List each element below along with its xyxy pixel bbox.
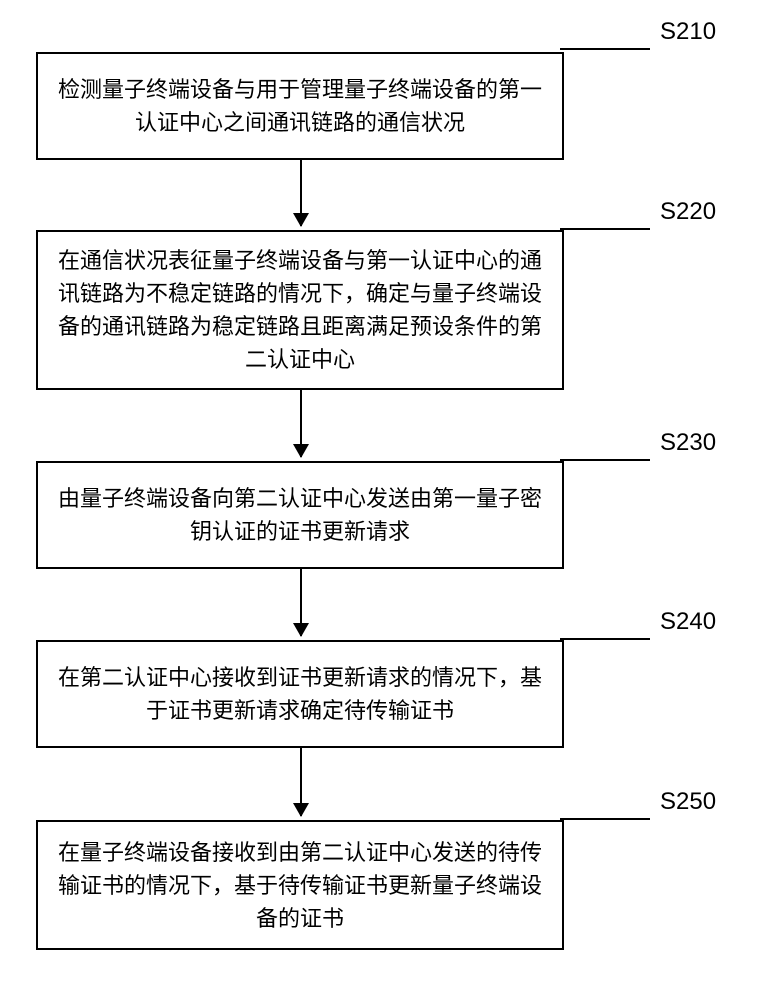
- step-label-s250: S250: [660, 788, 716, 816]
- label-connector: [560, 48, 650, 50]
- flow-node-s210: 检测量子终端设备与用于管理量子终端设备的第一认证中心之间通讯链路的通信状况: [36, 52, 564, 160]
- flow-node-s240: 在第二认证中心接收到证书更新请求的情况下，基于证书更新请求确定待传输证书: [36, 640, 564, 748]
- flow-arrow: [300, 390, 302, 457]
- flow-arrow: [300, 160, 302, 226]
- flow-node-text: 在量子终端设备接收到由第二认证中心发送的待传输证书的情况下，基于待传输证书更新量…: [58, 836, 542, 935]
- label-connector: [560, 638, 650, 640]
- label-connector: [560, 818, 650, 820]
- flow-node-text: 检测量子终端设备与用于管理量子终端设备的第一认证中心之间通讯链路的通信状况: [58, 73, 542, 139]
- label-connector: [560, 459, 650, 461]
- flow-node-s220: 在通信状况表征量子终端设备与第一认证中心的通讯链路为不稳定链路的情况下，确定与量…: [36, 230, 564, 390]
- flow-node-text: 在第二认证中心接收到证书更新请求的情况下，基于证书更新请求确定待传输证书: [58, 661, 542, 727]
- step-label-s240: S240: [660, 608, 716, 636]
- step-label-s230: S230: [660, 429, 716, 457]
- flow-node-text: 由量子终端设备向第二认证中心发送由第一量子密钥认证的证书更新请求: [58, 482, 542, 548]
- flow-node-text: 在通信状况表征量子终端设备与第一认证中心的通讯链路为不稳定链路的情况下，确定与量…: [58, 244, 542, 376]
- flow-node-s250: 在量子终端设备接收到由第二认证中心发送的待传输证书的情况下，基于待传输证书更新量…: [36, 820, 564, 950]
- step-label-s220: S220: [660, 198, 716, 226]
- label-connector: [560, 228, 650, 230]
- step-label-s210: S210: [660, 18, 716, 46]
- flowchart-container: 检测量子终端设备与用于管理量子终端设备的第一认证中心之间通讯链路的通信状况 S2…: [0, 0, 771, 1000]
- flow-arrow: [300, 569, 302, 636]
- flow-arrow: [300, 748, 302, 816]
- flow-node-s230: 由量子终端设备向第二认证中心发送由第一量子密钥认证的证书更新请求: [36, 461, 564, 569]
